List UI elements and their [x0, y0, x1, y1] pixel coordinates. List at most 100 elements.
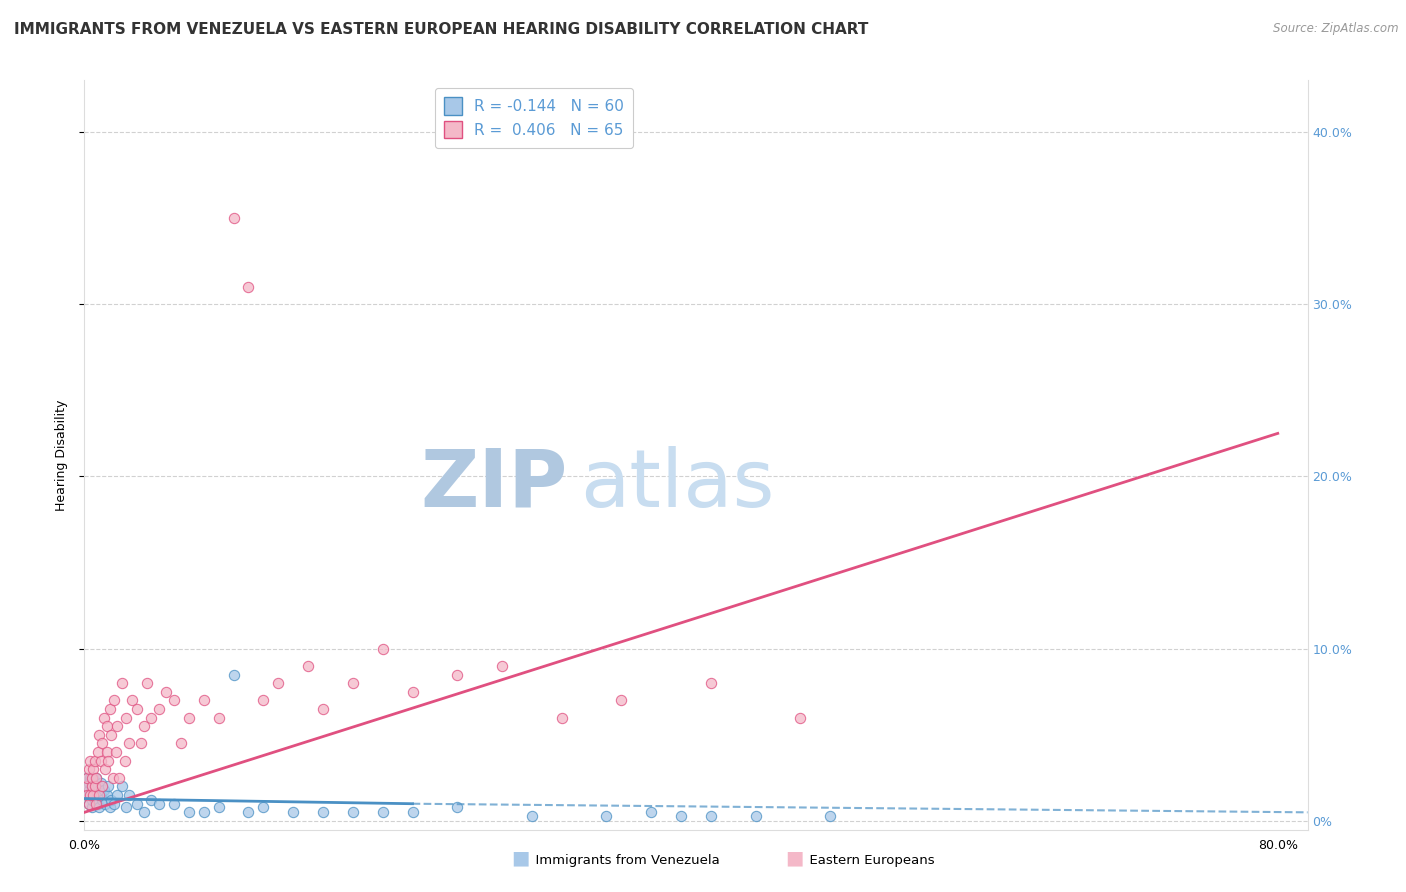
Point [222, 211, 245, 225]
Point [401, 805, 423, 820]
Point [77, 783, 100, 797]
Point [148, 797, 170, 811]
Point [129, 736, 152, 750]
Point [80, 780, 103, 794]
Point [103, 797, 125, 811]
Point [170, 736, 193, 750]
Point [163, 797, 186, 811]
Point [163, 693, 186, 707]
Point [312, 702, 335, 716]
Point [97, 780, 120, 794]
Point [222, 667, 245, 681]
Point [97, 754, 120, 768]
Point [177, 805, 200, 820]
Point [96, 719, 118, 733]
Point [75, 780, 97, 794]
Point [93, 710, 115, 724]
Point [114, 754, 136, 768]
Point [98, 800, 121, 814]
Point [520, 809, 543, 823]
Legend: R = -0.144   N = 60, R =  0.406   N = 65: R = -0.144 N = 60, R = 0.406 N = 65 [434, 88, 633, 148]
Point [83, 780, 105, 794]
Point [87, 780, 110, 794]
Point [80, 800, 103, 814]
Point [283, 805, 305, 820]
Point [104, 745, 127, 759]
Point [342, 676, 364, 690]
Point [94, 797, 117, 811]
Text: ■: ■ [785, 848, 804, 867]
Point [252, 693, 274, 707]
Point [111, 780, 134, 794]
Text: ZIP: ZIP [420, 446, 568, 524]
Point [91, 793, 114, 807]
Point [83, 754, 105, 768]
Point [93, 783, 115, 797]
Point [371, 641, 394, 656]
Point [83, 793, 105, 807]
Point [90, 754, 112, 768]
Point [818, 809, 841, 823]
Point [77, 762, 100, 776]
Point [100, 728, 122, 742]
Point [89, 728, 111, 742]
Text: IMMIGRANTS FROM VENEZUELA VS EASTERN EUROPEAN HEARING DISABILITY CORRELATION CHA: IMMIGRANTS FROM VENEZUELA VS EASTERN EUR… [14, 22, 869, 37]
Point [100, 793, 122, 807]
Point [700, 676, 723, 690]
Point [98, 702, 121, 716]
Point [101, 771, 124, 785]
Point [82, 762, 104, 776]
Point [105, 788, 128, 802]
Point [84, 788, 107, 802]
Point [89, 788, 111, 802]
Point [193, 805, 215, 820]
Point [79, 754, 101, 768]
Point [82, 783, 104, 797]
Point [193, 693, 215, 707]
Point [84, 797, 107, 811]
Point [640, 805, 662, 820]
Point [371, 805, 394, 820]
Point [207, 710, 229, 724]
Point [595, 809, 617, 823]
Point [297, 659, 319, 673]
Point [115, 710, 138, 724]
Point [118, 788, 141, 802]
Point [238, 280, 260, 294]
Point [76, 788, 98, 802]
Point [238, 805, 260, 820]
Text: Immigrants from Venezuela: Immigrants from Venezuela [527, 854, 720, 867]
Point [401, 685, 423, 699]
Text: atlas: atlas [579, 446, 775, 524]
Point [132, 719, 155, 733]
Point [700, 809, 723, 823]
Point [103, 693, 125, 707]
Point [89, 800, 111, 814]
Point [91, 780, 114, 794]
Point [491, 659, 513, 673]
Point [82, 788, 104, 802]
Point [83, 780, 105, 794]
Point [91, 736, 114, 750]
Point [96, 788, 118, 802]
Point [94, 762, 117, 776]
Point [79, 788, 101, 802]
Point [80, 771, 103, 785]
Point [90, 788, 112, 802]
Point [551, 710, 574, 724]
Point [77, 797, 100, 811]
Point [79, 788, 101, 802]
Text: ■: ■ [510, 848, 530, 867]
Point [90, 776, 112, 790]
Point [121, 693, 143, 707]
Point [342, 805, 364, 820]
Point [744, 809, 766, 823]
Point [789, 710, 811, 724]
Point [115, 800, 138, 814]
Point [107, 771, 129, 785]
Point [82, 788, 104, 802]
Point [312, 805, 335, 820]
Point [118, 736, 141, 750]
Point [96, 745, 118, 759]
Point [155, 685, 177, 699]
